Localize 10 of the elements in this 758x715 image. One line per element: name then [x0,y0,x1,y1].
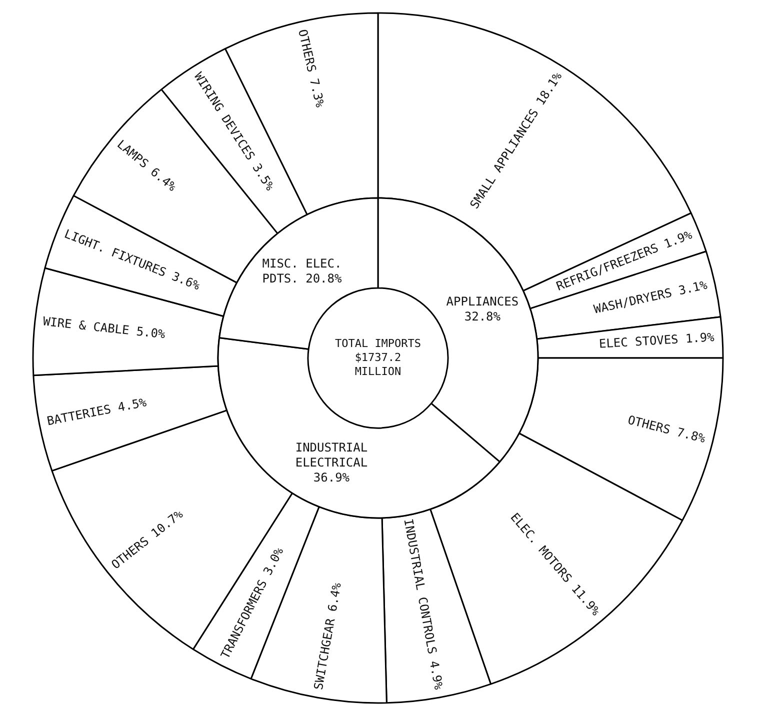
slice-label: MISC. ELEC. PDTS. 20.8% [262,256,342,286]
slice-label: APPLIANCES [446,294,519,308]
data-label: 36.9% [313,470,350,484]
text: TOTAL IMPORTS $1737.2 MILLION [334,336,422,380]
slice-label: WIRE & CABLE 5.0% [42,314,167,342]
slice-label: OTHERS 7.3% [295,28,328,110]
data-label: 32.8% [464,309,502,324]
slice-label: OTHERS 7.8% [626,412,708,446]
slice-label: INDUSTRIAL ELECTRICAL [295,440,368,470]
slice-label: ELEC STOVES 1.9% [598,330,716,351]
